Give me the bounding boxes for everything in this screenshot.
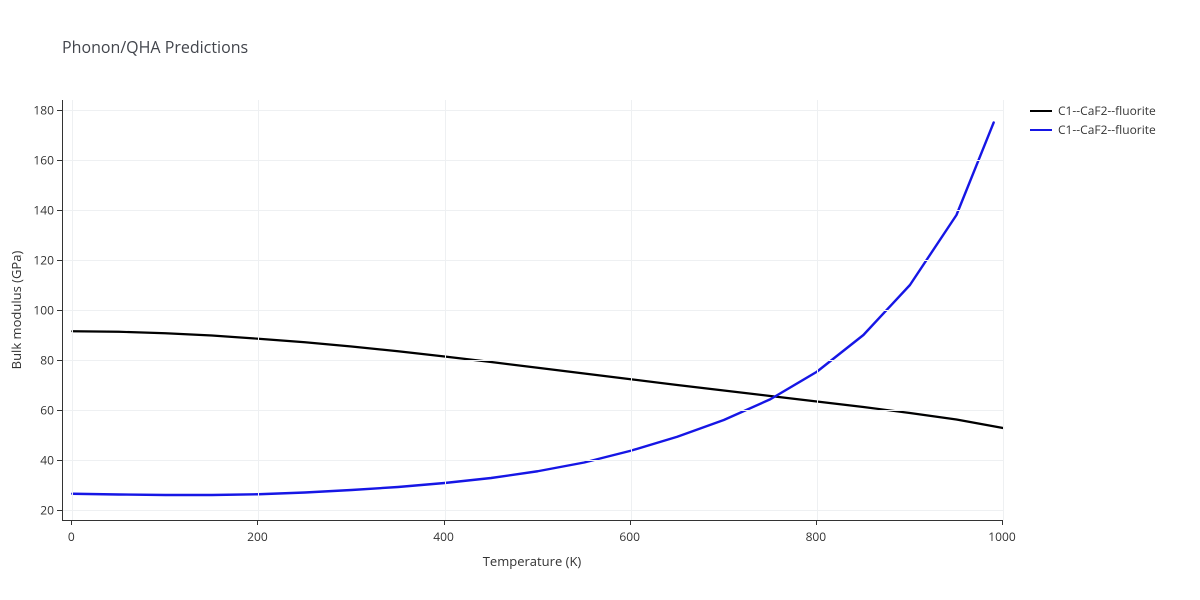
- legend-item[interactable]: C1--CaF2--fluorite: [1030, 121, 1156, 138]
- gridline-horizontal: [63, 210, 1003, 211]
- x-tick-mark: [816, 520, 817, 525]
- y-tick-label: 120: [30, 252, 54, 269]
- y-tick-mark: [57, 410, 62, 411]
- y-tick-mark: [57, 310, 62, 311]
- legend-swatch: [1030, 110, 1052, 112]
- x-tick-label: 800: [806, 528, 827, 545]
- y-tick-label: 80: [30, 352, 54, 369]
- legend[interactable]: C1--CaF2--fluorite C1--CaF2--fluorite: [1030, 102, 1156, 140]
- y-tick-mark: [57, 460, 62, 461]
- gridline-horizontal: [63, 260, 1003, 261]
- x-tick-label: 600: [619, 528, 640, 545]
- gridline-horizontal: [63, 510, 1003, 511]
- y-tick-mark: [57, 110, 62, 111]
- y-tick-label: 140: [30, 202, 54, 219]
- y-tick-mark: [57, 360, 62, 361]
- y-tick-label: 100: [30, 302, 54, 319]
- gridline-vertical: [1003, 100, 1004, 520]
- gridline-horizontal: [63, 310, 1003, 311]
- legend-label: C1--CaF2--fluorite: [1058, 102, 1156, 119]
- y-tick-mark: [57, 510, 62, 511]
- y-tick-label: 20: [30, 502, 54, 519]
- y-tick-mark: [57, 210, 62, 211]
- gridline-horizontal: [63, 160, 1003, 161]
- y-tick-mark: [57, 260, 62, 261]
- x-axis-label: Temperature (K): [483, 552, 582, 570]
- chart-title: Phonon/QHA Predictions: [62, 36, 248, 58]
- y-tick-label: 60: [30, 402, 54, 419]
- x-tick-mark: [1002, 520, 1003, 525]
- y-tick-mark: [57, 160, 62, 161]
- x-tick-label: 400: [433, 528, 454, 545]
- legend-label: C1--CaF2--fluorite: [1058, 121, 1156, 138]
- x-tick-mark: [444, 520, 445, 525]
- gridline-horizontal: [63, 110, 1003, 111]
- series-line[interactable]: [72, 331, 1003, 428]
- legend-item[interactable]: C1--CaF2--fluorite: [1030, 102, 1156, 119]
- x-tick-mark: [71, 520, 72, 525]
- gridline-horizontal: [63, 360, 1003, 361]
- y-axis-label: Bulk modulus (GPa): [7, 251, 25, 370]
- y-tick-label: 40: [30, 452, 54, 469]
- y-tick-label: 160: [30, 152, 54, 169]
- x-tick-mark: [257, 520, 258, 525]
- legend-swatch: [1030, 129, 1052, 131]
- gridline-horizontal: [63, 410, 1003, 411]
- chart-container: { "chart": { "type": "line", "title": "P…: [0, 0, 1200, 600]
- x-tick-label: 200: [247, 528, 268, 545]
- x-tick-mark: [630, 520, 631, 525]
- series-line[interactable]: [72, 123, 993, 496]
- x-tick-label: 0: [68, 528, 75, 545]
- plot-area[interactable]: [62, 100, 1003, 521]
- y-tick-label: 180: [30, 102, 54, 119]
- x-tick-label: 1000: [988, 528, 1015, 545]
- gridline-horizontal: [63, 460, 1003, 461]
